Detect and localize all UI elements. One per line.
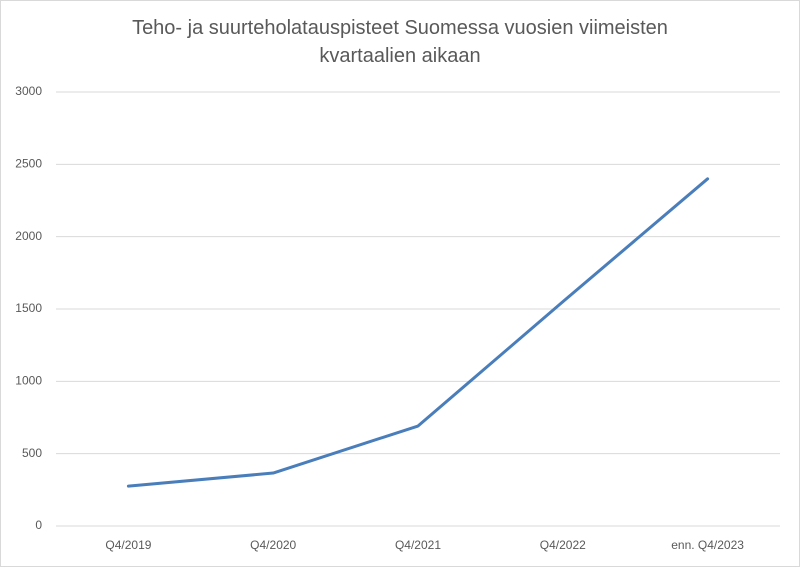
y-tick-label: 3000 [15, 84, 42, 98]
y-tick-label: 1500 [15, 301, 42, 315]
y-tick-label: 0 [35, 518, 42, 532]
y-tick-label: 2500 [15, 157, 42, 171]
y-tick-label: 2000 [15, 229, 42, 243]
x-tick-label: Q4/2022 [540, 538, 586, 552]
y-tick-label: 500 [22, 446, 42, 460]
x-tick-label: Q4/2020 [250, 538, 296, 552]
chart-title: Teho- ja suurteholatauspisteet Suomessa … [132, 17, 668, 67]
x-tick-label: enn. Q4/2023 [671, 538, 744, 552]
x-tick-label: Q4/2019 [105, 538, 151, 552]
series-line [126, 177, 710, 488]
x-tick-label: Q4/2021 [395, 538, 441, 552]
y-tick-label: 1000 [15, 374, 42, 388]
